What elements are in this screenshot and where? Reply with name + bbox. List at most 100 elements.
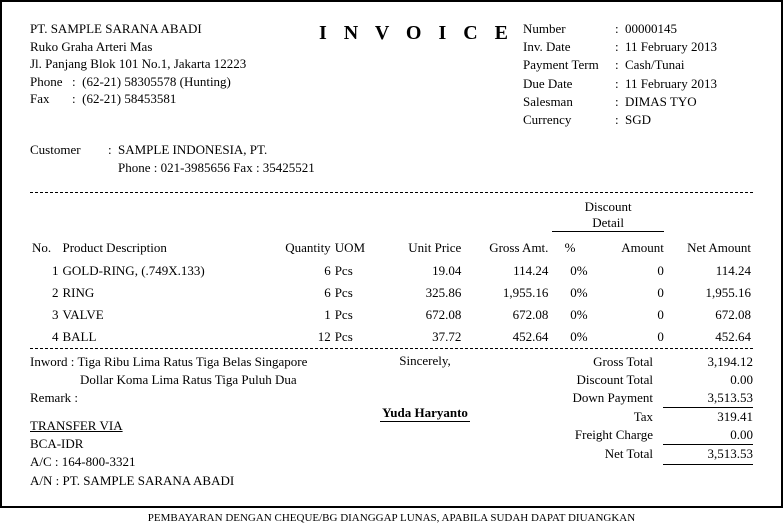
- inword-label: Inword :: [30, 354, 74, 369]
- th-no: No.: [30, 195, 60, 260]
- cell-price: 325.86: [376, 282, 463, 304]
- company-addr2: Jl. Panjang Blok 101 No.1, Jakarta 12223: [30, 55, 290, 73]
- inword-line1: Tiga Ribu Lima Ratus Tiga Belas Singapor…: [77, 354, 307, 369]
- cell-qty: 6: [278, 282, 332, 304]
- cell-no: 1: [30, 260, 60, 282]
- cell-qty: 12: [278, 326, 332, 348]
- divider: [30, 192, 753, 193]
- payment-term-label: Payment Term: [523, 56, 615, 74]
- inv-date-label: Inv. Date: [523, 38, 615, 56]
- cell-qty: 6: [278, 260, 332, 282]
- company-block: PT. SAMPLE SARANA ABADI Ruko Graha Arter…: [30, 20, 290, 108]
- cell-no: 2: [30, 282, 60, 304]
- company-addr1: Ruko Graha Arteri Mas: [30, 38, 290, 56]
- cell-desc: VALVE: [60, 304, 278, 326]
- th-uom: UOM: [333, 195, 377, 260]
- table-row: 1GOLD-RING, (.749X.133)6Pcs19.04114.240%…: [30, 260, 753, 282]
- th-net: Net Amount: [666, 195, 753, 260]
- salesman-label: Salesman: [523, 93, 615, 111]
- net-total-label: Net Total: [543, 445, 663, 464]
- cell-gross: 672.08: [463, 304, 550, 326]
- down-payment-label: Down Payment: [543, 389, 663, 408]
- customer-block: Customer : SAMPLE INDONESIA, PT. Phone :…: [30, 141, 753, 177]
- down-payment-value: 3,513.53: [663, 389, 753, 408]
- signature-block: Sincerely, Yuda Haryanto: [340, 353, 510, 490]
- th-disc-header: Discount Detail: [550, 195, 665, 236]
- footer-left: Inword : Tiga Ribu Lima Ratus Tiga Belas…: [30, 353, 340, 490]
- company-fax: Fax: (62-21) 58453581: [30, 90, 290, 108]
- th-disc-pct: %: [550, 236, 589, 260]
- divider: [30, 348, 753, 349]
- th-price: Unit Price: [376, 195, 463, 260]
- customer-details: SAMPLE INDONESIA, PT. Phone : 021-398565…: [118, 141, 315, 177]
- gross-total-label: Gross Total: [543, 353, 663, 371]
- transfer-ac: A/C : 164-800-3321: [30, 453, 340, 471]
- signature-name: Yuda Haryanto: [380, 405, 470, 422]
- cell-disc-amt: 0: [590, 326, 666, 348]
- invoice-page: PT. SAMPLE SARANA ABADI Ruko Graha Arter…: [0, 0, 783, 508]
- net-total-value: 3,513.53: [663, 445, 753, 464]
- cell-desc: RING: [60, 282, 278, 304]
- number-label: Number: [523, 20, 615, 38]
- header: PT. SAMPLE SARANA ABADI Ruko Graha Arter…: [30, 20, 753, 129]
- currency-label: Currency: [523, 111, 615, 129]
- cell-desc: BALL: [60, 326, 278, 348]
- inword-line2: Dollar Koma Lima Ratus Tiga Puluh Dua: [30, 371, 340, 389]
- table-row: 3VALVE1Pcs672.08672.080%0672.08: [30, 304, 753, 326]
- customer-label: Customer: [30, 141, 108, 177]
- salesman-value: DIMAS TYO: [625, 93, 697, 111]
- transfer-head: TRANSFER VIA: [30, 417, 340, 435]
- cell-disc-pct: 0%: [550, 282, 589, 304]
- meta-block: Number:00000145 Inv. Date:11 February 20…: [523, 20, 753, 129]
- cell-no: 3: [30, 304, 60, 326]
- transfer-an: A/N : PT. SAMPLE SARANA ABADI: [30, 472, 340, 490]
- cell-qty: 1: [278, 304, 332, 326]
- gross-total-value: 3,194.12: [663, 353, 753, 371]
- currency-value: SGD: [625, 111, 651, 129]
- customer-contact: Phone : 021-3985656 Fax : 35425521: [118, 159, 315, 177]
- remark-label: Remark :: [30, 389, 340, 407]
- company-name: PT. SAMPLE SARANA ABADI: [30, 20, 290, 38]
- cell-uom: Pcs: [333, 304, 377, 326]
- company-phone: Phone: (62-21) 58305578 (Hunting): [30, 73, 290, 91]
- cell-gross: 452.64: [463, 326, 550, 348]
- freight-value: 0.00: [663, 426, 753, 445]
- disc-total-value: 0.00: [663, 371, 753, 389]
- cell-disc-pct: 0%: [550, 260, 589, 282]
- tax-label: Tax: [543, 408, 663, 426]
- cell-uom: Pcs: [333, 260, 377, 282]
- cell-price: 672.08: [376, 304, 463, 326]
- cell-disc-pct: 0%: [550, 326, 589, 348]
- th-qty: Quantity: [278, 195, 332, 260]
- cell-disc-amt: 0: [590, 282, 666, 304]
- footer-area: Inword : Tiga Ribu Lima Ratus Tiga Belas…: [30, 353, 753, 490]
- cell-price: 19.04: [376, 260, 463, 282]
- cell-desc: GOLD-RING, (.749X.133): [60, 260, 278, 282]
- th-gross: Gross Amt.: [463, 195, 550, 260]
- cell-disc-amt: 0: [590, 304, 666, 326]
- customer-name: SAMPLE INDONESIA, PT.: [118, 141, 315, 159]
- table-row: 2RING6Pcs325.861,955.160%01,955.16: [30, 282, 753, 304]
- cell-net: 1,955.16: [666, 282, 753, 304]
- cell-disc-amt: 0: [590, 260, 666, 282]
- items-table: No. Product Description Quantity UOM Uni…: [30, 195, 753, 348]
- due-date-label: Due Date: [523, 75, 615, 93]
- transfer-bank: BCA-IDR: [30, 435, 340, 453]
- payment-note: PEMBAYARAN DENGAN CHEQUE/BG DIANGGAP LUN…: [30, 512, 753, 524]
- cell-uom: Pcs: [333, 326, 377, 348]
- cell-net: 452.64: [666, 326, 753, 348]
- due-date-value: 11 February 2013: [625, 75, 717, 93]
- cell-gross: 114.24: [463, 260, 550, 282]
- cell-net: 114.24: [666, 260, 753, 282]
- table-row: 4BALL12Pcs37.72452.640%0452.64: [30, 326, 753, 348]
- totals-block: Gross Total3,194.12 Discount Total0.00 D…: [510, 353, 753, 490]
- cell-gross: 1,955.16: [463, 282, 550, 304]
- cell-uom: Pcs: [333, 282, 377, 304]
- tax-value: 319.41: [663, 408, 753, 426]
- cell-no: 4: [30, 326, 60, 348]
- payment-term-value: Cash/Tunai: [625, 56, 684, 74]
- number-value: 00000145: [625, 20, 677, 38]
- sincerely: Sincerely,: [340, 353, 510, 369]
- inv-date-value: 11 February 2013: [625, 38, 717, 56]
- invoice-title: I N V O I C E: [290, 20, 523, 45]
